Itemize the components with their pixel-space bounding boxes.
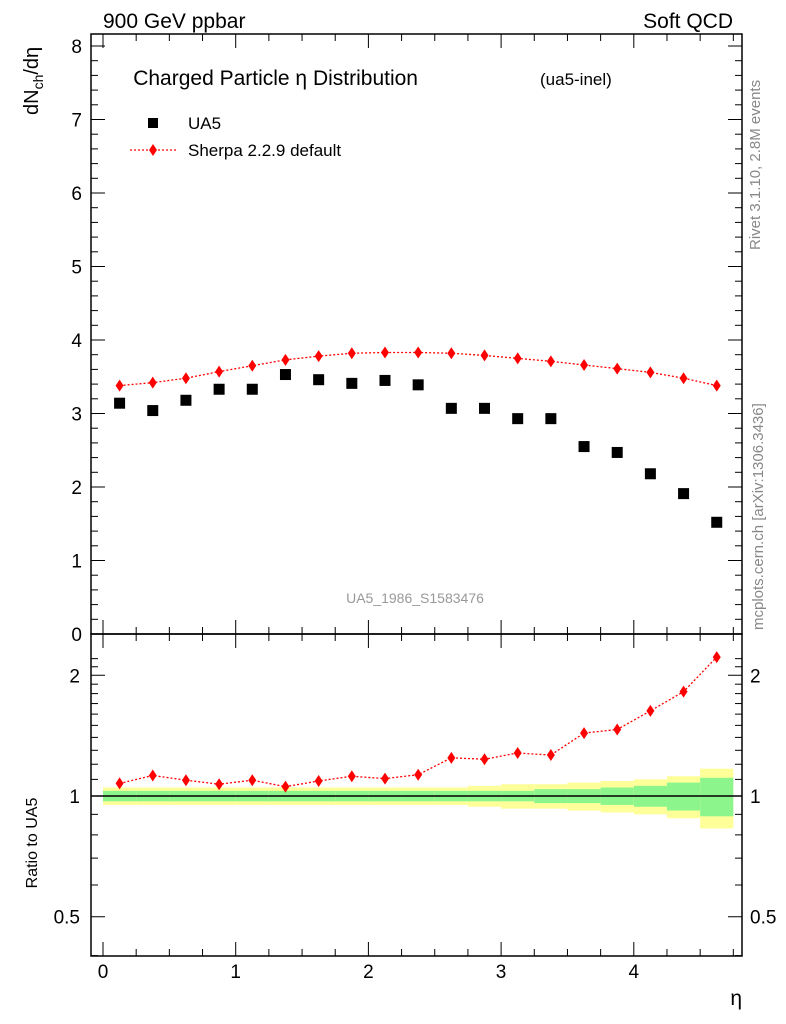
ua5-data-point: [445, 402, 457, 414]
sherpa-data-point: [215, 365, 224, 378]
legend-ua5-marker: [148, 118, 158, 128]
ratio-point: [513, 746, 522, 759]
ua5-data-point: [246, 383, 258, 395]
ratio-point: [314, 774, 323, 787]
ua5-data-point: [114, 397, 126, 409]
y-tick-label-main: 7: [71, 111, 82, 132]
legend-sherpa-marker: [149, 144, 157, 156]
ua5-data-point: [279, 369, 291, 381]
x-tick-label: 2: [363, 962, 374, 983]
y-tick-label-main: 2: [71, 478, 82, 499]
sherpa-data-point: [148, 376, 157, 389]
sherpa-data-point: [480, 349, 489, 362]
ua5-data-point: [213, 383, 225, 395]
y-tick-label-main: 6: [71, 184, 82, 205]
sherpa-data-point: [712, 379, 721, 392]
ratio-point: [115, 777, 124, 790]
chart-title: Charged Particle η Distribution: [133, 67, 418, 90]
y-tick-label-main: 3: [71, 405, 82, 426]
y-tick-label-ratio: 0.5: [54, 908, 80, 929]
legend-ua5-label: UA5: [188, 114, 221, 133]
ua5-data-point: [180, 394, 192, 406]
sherpa-data-point: [181, 372, 190, 385]
ratio-point: [646, 704, 655, 717]
x-tick-label: 3: [496, 962, 507, 983]
ua5-data-point: [711, 516, 723, 528]
rivet-label: Rivet 3.1.10, 2.8M events: [747, 80, 764, 250]
sherpa-data-point: [248, 359, 257, 372]
ratio-series-line: [119, 656, 718, 788]
ua5-data-point: [611, 446, 623, 458]
ratio-point: [546, 749, 555, 762]
y-tick-label-ratio-right: 0.5: [750, 908, 776, 929]
ratio-point: [181, 774, 190, 787]
ua5-data-point: [412, 379, 424, 391]
ua5-data-point: [313, 374, 325, 386]
sherpa-data-point: [513, 352, 522, 365]
y-tick-label-main: 5: [71, 258, 82, 279]
sherpa-data-point: [414, 346, 423, 359]
ratio-point: [148, 769, 157, 782]
sherpa-data-point: [347, 347, 356, 360]
ua5-data-point: [644, 468, 656, 480]
ratio-frame: [90, 633, 743, 957]
ua5-data-point: [479, 402, 491, 414]
x-axis-label: η: [730, 987, 742, 1010]
ua5-data-point: [512, 413, 524, 425]
analysis-watermark: UA5_1986_S1583476: [346, 590, 484, 606]
ratio-point: [248, 774, 257, 787]
ratio-point: [380, 772, 389, 785]
legend-sherpa-label: Sherpa 2.2.9 default: [188, 141, 341, 160]
sherpa-data-point: [646, 366, 655, 379]
y-axis-label-ratio: Ratio to UA5: [24, 798, 41, 889]
ratio-point: [215, 778, 224, 791]
x-tick-label: 0: [98, 962, 109, 983]
y-tick-label-ratio: 1: [69, 787, 80, 808]
sherpa-data-point: [546, 355, 555, 368]
chart-title-suffix: (ua5-inel): [540, 70, 612, 89]
x-tick-label: 1: [230, 962, 241, 983]
sherpa-data-point: [115, 379, 124, 392]
sherpa-data-point: [679, 372, 688, 385]
x-tick-label: 4: [629, 962, 640, 983]
sherpa-data-point: [447, 347, 456, 360]
y-tick-label-ratio-right: 2: [750, 666, 761, 687]
ua5-data-point: [578, 441, 590, 453]
ratio-point: [580, 727, 589, 740]
header-right: Soft QCD: [643, 10, 733, 33]
y-tick-label-main: 8: [71, 37, 82, 58]
sherpa-data-point: [380, 346, 389, 359]
y-tick-label-ratio-right: 1: [750, 787, 761, 808]
sherpa-data-point: [281, 353, 290, 366]
sherpa-data-point: [580, 358, 589, 371]
sherpa-data-point: [314, 350, 323, 363]
header-left: 900 GeV ppbar: [103, 10, 245, 33]
sherpa-data-point: [613, 362, 622, 375]
ratio-point: [480, 753, 489, 766]
y-axis-label-main: dNch/dη: [21, 47, 46, 115]
band-inner-bin: [700, 777, 734, 817]
ua5-data-point: [678, 488, 690, 500]
y-tick-label-main: 1: [71, 552, 82, 573]
y-tick-label-main: 4: [71, 331, 82, 352]
ratio-point: [679, 685, 688, 698]
ratio-point: [712, 651, 721, 664]
ratio-point: [613, 723, 622, 736]
ratio-point: [347, 770, 356, 783]
ua5-data-point: [545, 413, 557, 425]
ratio-point: [281, 780, 290, 793]
ratio-point: [447, 751, 456, 764]
y-tick-label-main: 0: [71, 625, 82, 646]
ratio-point: [414, 768, 423, 781]
y-tick-label-ratio: 2: [69, 666, 80, 687]
mcplots-label: mcplots.cern.ch [arXiv:1306.3436]: [750, 403, 767, 630]
ua5-data-point: [147, 405, 159, 417]
ua5-data-point: [346, 377, 358, 389]
ua5-data-point: [379, 374, 391, 386]
